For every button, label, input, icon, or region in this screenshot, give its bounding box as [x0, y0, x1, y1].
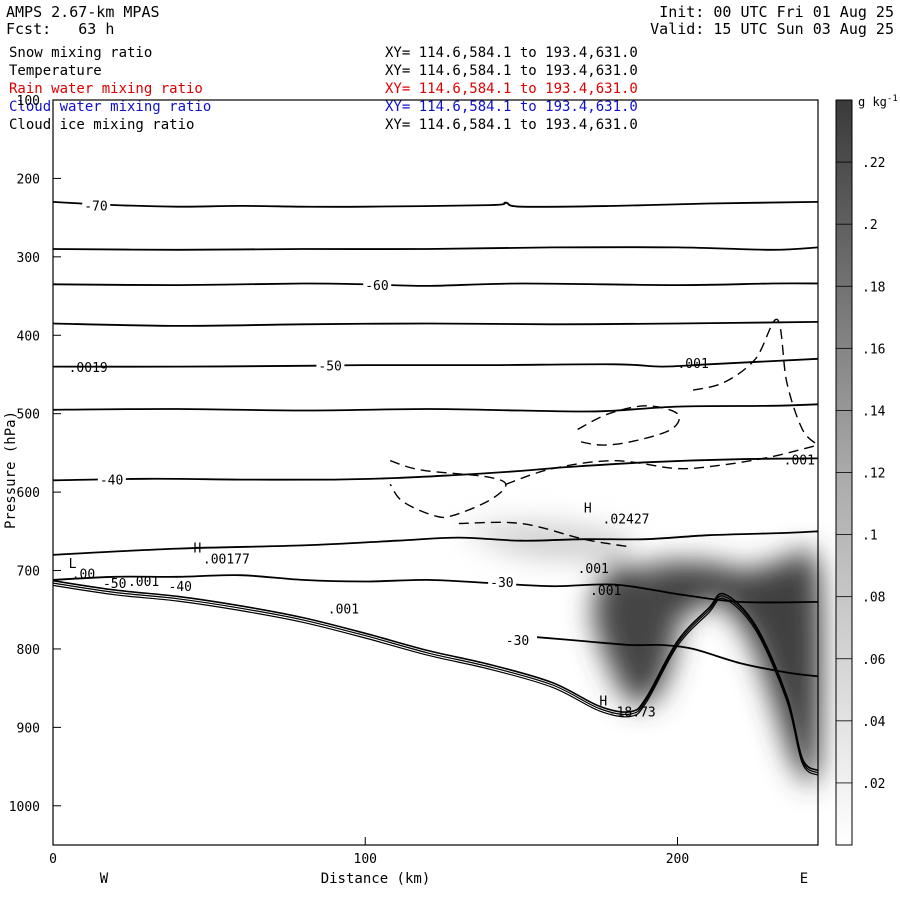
colorbar-tick-label: .18 [862, 280, 885, 295]
y-tick-label: 800 [17, 643, 40, 658]
east-label: E [800, 871, 808, 887]
terrain-surface-line [52, 584, 819, 776]
isotherm-label-bg [316, 358, 345, 374]
snow-shade-region [458, 523, 634, 561]
colorbar-tick-label: .06 [862, 653, 885, 668]
contour-label: H [194, 541, 202, 556]
colorbar-tick-label: .04 [862, 715, 886, 730]
isotherm-label: -70 [84, 200, 107, 215]
isotherm-line [52, 403, 819, 413]
isotherm-label: -60 [365, 279, 388, 294]
legend-temperature-xy: XY= 114.6,584.1 to 193.4,631.0 [385, 63, 638, 79]
contour-label: .00177 [203, 552, 250, 567]
y-tick-label: 200 [17, 172, 40, 187]
contour-label: .001 [578, 562, 609, 577]
cloud-ice-contour [692, 318, 819, 446]
cloud-ice-contour [389, 460, 507, 519]
y-tick-label: 500 [17, 408, 40, 423]
snow-shade-region [646, 550, 822, 785]
isotherm-label-bg [82, 198, 111, 214]
forecast-hour: Fcst: 63 h [6, 20, 115, 38]
legend-cloud-ice-name: Cloud ice mixing ratio [9, 117, 195, 133]
isotherm-line [52, 282, 819, 287]
isotherm-line [52, 530, 819, 556]
contour-label: -40 [169, 580, 192, 595]
isotherm-label-bg [97, 472, 126, 488]
isotherm-line [52, 574, 819, 604]
y-tick-label: 100 [17, 94, 40, 109]
legend-rain-xy: XY= 114.6,584.1 to 193.4,631.0 [385, 81, 638, 97]
colorbar-tick-label: .2 [862, 218, 878, 233]
y-axis-title: Pressure (hPa) [3, 411, 19, 529]
isotherm-label-bg [503, 633, 532, 649]
legend-temperature-name: Temperature [9, 63, 102, 79]
isotherm-label-bg [363, 277, 392, 293]
valid-time: Valid: 15 UTC Sun 03 Aug 25 [650, 20, 894, 38]
contour-label: .001 [328, 603, 359, 618]
isotherm-label: -50 [318, 360, 341, 375]
isotherm-line [52, 357, 819, 368]
x-tick-label: 200 [666, 852, 689, 867]
snow-shade-region [593, 562, 678, 706]
y-tick-label: 600 [17, 486, 40, 501]
isotherm-label: -30 [506, 634, 529, 649]
contour-label: .0019 [69, 361, 108, 376]
y-tick-label: 400 [17, 329, 40, 344]
colorbar-unit: g kg-1 [858, 94, 898, 109]
y-tick-label: 700 [17, 565, 40, 580]
cloud-ice-contour [577, 405, 681, 446]
contour-label: .02427 [603, 512, 650, 527]
contour-label: .001 [677, 357, 708, 372]
cloud-ice-contour [458, 521, 631, 548]
snow-mixing-ratio-shading [458, 523, 822, 785]
legend-snow-name: Snow mixing ratio [9, 45, 153, 61]
isotherm-line [536, 636, 819, 678]
colorbar-unit-exponent: -1 [887, 94, 898, 104]
isotherm-label-bg [488, 575, 517, 591]
contour-label: H [599, 694, 607, 709]
west-label: W [100, 871, 109, 887]
isotherm-line [52, 457, 819, 482]
contour-label: L [69, 557, 77, 572]
isotherm-label: -40 [100, 473, 123, 488]
x-axis-title: Distance (km) [321, 871, 431, 887]
legend-rain-name: Rain water mixing ratio [9, 81, 203, 97]
contour-label: .00 [72, 567, 95, 582]
legend-cloud-water-name: Cloud water mixing ratio [9, 99, 212, 115]
cloud-ice-contour [505, 444, 819, 485]
contour-label: .001 [784, 454, 815, 469]
y-tick-label: 300 [17, 251, 40, 266]
y-tick-label: 1000 [9, 800, 40, 815]
isotherm-line [52, 321, 819, 327]
colorbar-tick-label: .14 [862, 404, 886, 419]
isotherm-label: -30 [490, 576, 513, 591]
plot-frame [52, 99, 819, 846]
legend-snow-xy: XY= 114.6,584.1 to 193.4,631.0 [385, 45, 638, 61]
x-tick-label: 0 [49, 852, 57, 867]
x-tick-label: 100 [354, 852, 377, 867]
contour-label: .001 [590, 584, 621, 599]
colorbar-tick-label: .1 [862, 529, 878, 544]
contour-label: -18.73 [609, 705, 656, 720]
terrain-surface-line [52, 582, 819, 774]
isotherm-line [52, 246, 819, 251]
colorbar-tick-label: .02 [862, 777, 885, 792]
colorbar-tick-label: .16 [862, 342, 885, 357]
colorbar-tick-label: .08 [862, 591, 885, 606]
contour-label: .001 [128, 575, 159, 590]
legend-cloud-ice-xy: XY= 114.6,584.1 to 193.4,631.0 [385, 117, 638, 133]
y-tick-label: 900 [17, 721, 40, 736]
isotherm-line [52, 201, 819, 208]
legend-cloud-water-xy: XY= 114.6,584.1 to 193.4,631.0 [385, 99, 638, 115]
colorbar-tick-label: .12 [862, 467, 885, 482]
contour-label: H [584, 501, 592, 516]
colorbar-tick-label: .22 [862, 156, 885, 171]
model-title: AMPS 2.67-km MPAS [6, 3, 160, 21]
terrain-surface-line [52, 579, 819, 772]
contour-label: -50 [103, 577, 126, 592]
init-time: Init: 00 UTC Fri 01 Aug 25 [659, 3, 894, 21]
